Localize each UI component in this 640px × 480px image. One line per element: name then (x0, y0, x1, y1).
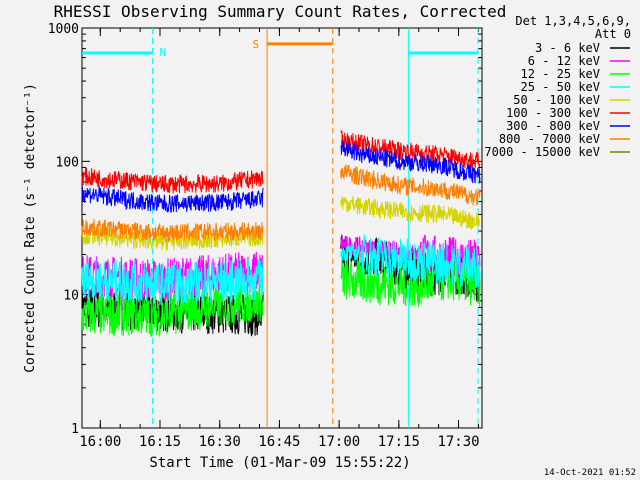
series-trace (81, 186, 264, 213)
x-tick-label: 17:30 (437, 434, 479, 450)
chart-title: RHESSI Observing Summary Count Rates, Co… (54, 2, 507, 21)
x-tick-label: 17:00 (318, 434, 360, 450)
legend-header: Det 1,3,4,5,6,9, (515, 14, 631, 28)
series-trace (81, 218, 264, 243)
night-label: N (159, 46, 166, 59)
y-axis-label: Corrected Count Rate (s⁻¹ detector⁻¹) (23, 83, 38, 373)
legend-header: Att 0 (595, 27, 631, 41)
legend-entry-label: 300 - 800 keV (506, 119, 600, 133)
series-trace (81, 167, 264, 194)
x-axis-label: Start Time (01-Mar-09 15:55:22) (149, 455, 410, 471)
x-tick-label: 16:45 (258, 434, 300, 450)
y-tick-label: 1 (71, 422, 79, 437)
legend-entry-label: 800 - 7000 keV (499, 132, 600, 146)
plot-frame (81, 27, 483, 429)
series-trace (340, 130, 481, 169)
x-tick-label: 16:00 (79, 434, 121, 450)
x-tick-label: 17:15 (378, 434, 420, 450)
legend-entry-label: 100 - 300 keV (506, 106, 600, 120)
saa-label: S (252, 38, 259, 51)
series-trace (340, 139, 481, 184)
x-tick-label: 16:30 (199, 434, 241, 450)
series-trace (81, 259, 264, 306)
x-tick-label: 16:15 (139, 434, 181, 450)
legend-entry-label: 3 - 6 keV (535, 41, 600, 55)
legend-entry-label: 50 - 100 keV (513, 93, 600, 107)
series-trace (340, 164, 481, 206)
y-tick-label: 1000 (48, 22, 79, 37)
legend-entry-label: 25 - 50 keV (521, 80, 600, 94)
series-trace (340, 260, 481, 308)
series-trace (340, 234, 481, 289)
legend-entry-label: 6 - 12 keV (528, 54, 600, 68)
series-trace (340, 196, 481, 230)
legend-entry-label: 12 - 25 keV (521, 67, 600, 81)
y-tick-label: 100 (56, 155, 79, 170)
generation-timestamp: 14-Oct-2021 01:52 (544, 468, 636, 478)
y-tick-label: 10 (63, 289, 79, 304)
series-trace (81, 281, 264, 337)
legend-entry-label: 7000 - 15000 keV (484, 145, 600, 159)
